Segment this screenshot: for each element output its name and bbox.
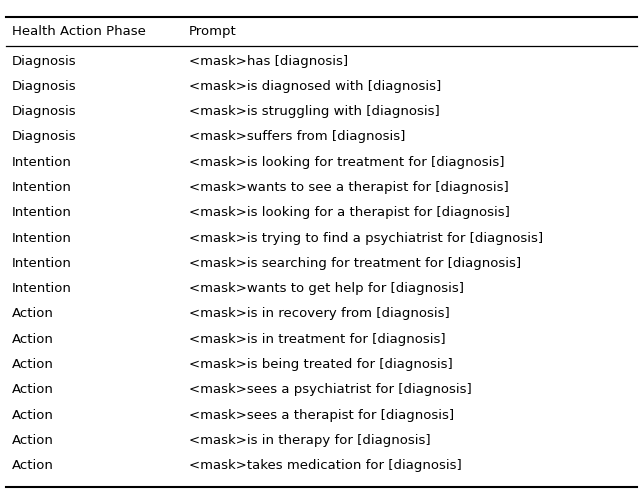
Text: Action: Action: [12, 358, 53, 371]
Text: Diagnosis: Diagnosis: [12, 55, 76, 67]
Text: <mask>is looking for a therapist for [diagnosis]: <mask>is looking for a therapist for [di…: [189, 206, 509, 219]
Text: <mask>has [diagnosis]: <mask>has [diagnosis]: [189, 55, 348, 67]
Text: Action: Action: [12, 434, 53, 447]
Text: Intention: Intention: [12, 282, 72, 295]
Text: <mask>is looking for treatment for [diagnosis]: <mask>is looking for treatment for [diag…: [189, 156, 504, 169]
Text: <mask>is trying to find a psychiatrist for [diagnosis]: <mask>is trying to find a psychiatrist f…: [189, 232, 543, 245]
Text: Intention: Intention: [12, 232, 72, 245]
Text: <mask>sees a therapist for [diagnosis]: <mask>sees a therapist for [diagnosis]: [189, 409, 454, 422]
Text: Diagnosis: Diagnosis: [12, 80, 76, 93]
Text: Intention: Intention: [12, 181, 72, 194]
Text: Action: Action: [12, 409, 53, 422]
Text: Action: Action: [12, 459, 53, 472]
Text: Health Action Phase: Health Action Phase: [12, 25, 145, 38]
Text: <mask>is searching for treatment for [diagnosis]: <mask>is searching for treatment for [di…: [189, 257, 521, 270]
Text: Diagnosis: Diagnosis: [12, 130, 76, 143]
Text: Intention: Intention: [12, 257, 72, 270]
Text: <mask>is diagnosed with [diagnosis]: <mask>is diagnosed with [diagnosis]: [189, 80, 441, 93]
Text: <mask>is in therapy for [diagnosis]: <mask>is in therapy for [diagnosis]: [189, 434, 431, 447]
Text: Intention: Intention: [12, 156, 72, 169]
Text: Action: Action: [12, 333, 53, 346]
Text: <mask>wants to get help for [diagnosis]: <mask>wants to get help for [diagnosis]: [189, 282, 464, 295]
Text: Intention: Intention: [12, 206, 72, 219]
Text: Action: Action: [12, 383, 53, 396]
Text: Prompt: Prompt: [189, 25, 237, 38]
Text: <mask>is struggling with [diagnosis]: <mask>is struggling with [diagnosis]: [189, 105, 440, 118]
Text: <mask>suffers from [diagnosis]: <mask>suffers from [diagnosis]: [189, 130, 405, 143]
Text: Diagnosis: Diagnosis: [12, 105, 76, 118]
Text: <mask>is being treated for [diagnosis]: <mask>is being treated for [diagnosis]: [189, 358, 452, 371]
Text: <mask>takes medication for [diagnosis]: <mask>takes medication for [diagnosis]: [189, 459, 461, 472]
Text: <mask>wants to see a therapist for [diagnosis]: <mask>wants to see a therapist for [diag…: [189, 181, 509, 194]
Text: <mask>sees a psychiatrist for [diagnosis]: <mask>sees a psychiatrist for [diagnosis…: [189, 383, 472, 396]
Text: Action: Action: [12, 308, 53, 320]
Text: <mask>is in treatment for [diagnosis]: <mask>is in treatment for [diagnosis]: [189, 333, 445, 346]
Text: <mask>is in recovery from [diagnosis]: <mask>is in recovery from [diagnosis]: [189, 308, 449, 320]
